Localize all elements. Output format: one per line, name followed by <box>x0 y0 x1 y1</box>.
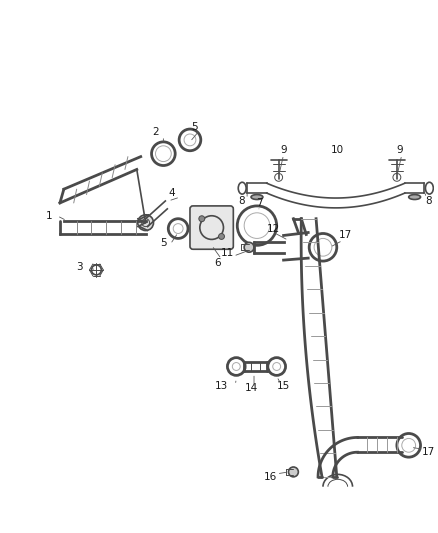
Text: 12: 12 <box>267 223 280 233</box>
Circle shape <box>289 467 298 477</box>
Text: 9: 9 <box>280 145 287 155</box>
Text: 1: 1 <box>46 211 53 221</box>
Text: 3: 3 <box>76 262 83 272</box>
Text: 6: 6 <box>214 258 221 268</box>
Ellipse shape <box>409 195 420 199</box>
Text: 15: 15 <box>277 381 290 391</box>
Text: 8: 8 <box>238 196 244 206</box>
FancyBboxPatch shape <box>190 206 233 249</box>
Text: 5: 5 <box>191 122 198 132</box>
Text: 11: 11 <box>221 248 234 258</box>
Text: 2: 2 <box>152 127 159 137</box>
Circle shape <box>244 243 254 252</box>
Circle shape <box>219 233 224 239</box>
Text: 8: 8 <box>425 196 432 206</box>
Circle shape <box>199 216 205 222</box>
Text: 14: 14 <box>244 383 258 393</box>
Text: 10: 10 <box>331 145 344 155</box>
Text: 7: 7 <box>256 198 262 208</box>
Text: 9: 9 <box>396 145 403 155</box>
Text: 5: 5 <box>160 238 167 248</box>
Circle shape <box>138 215 154 231</box>
Text: 4: 4 <box>169 188 176 198</box>
Text: 16: 16 <box>264 472 277 482</box>
Text: 17: 17 <box>339 230 352 240</box>
Text: 17: 17 <box>422 447 435 457</box>
Ellipse shape <box>251 195 263 199</box>
Text: 13: 13 <box>215 381 228 391</box>
